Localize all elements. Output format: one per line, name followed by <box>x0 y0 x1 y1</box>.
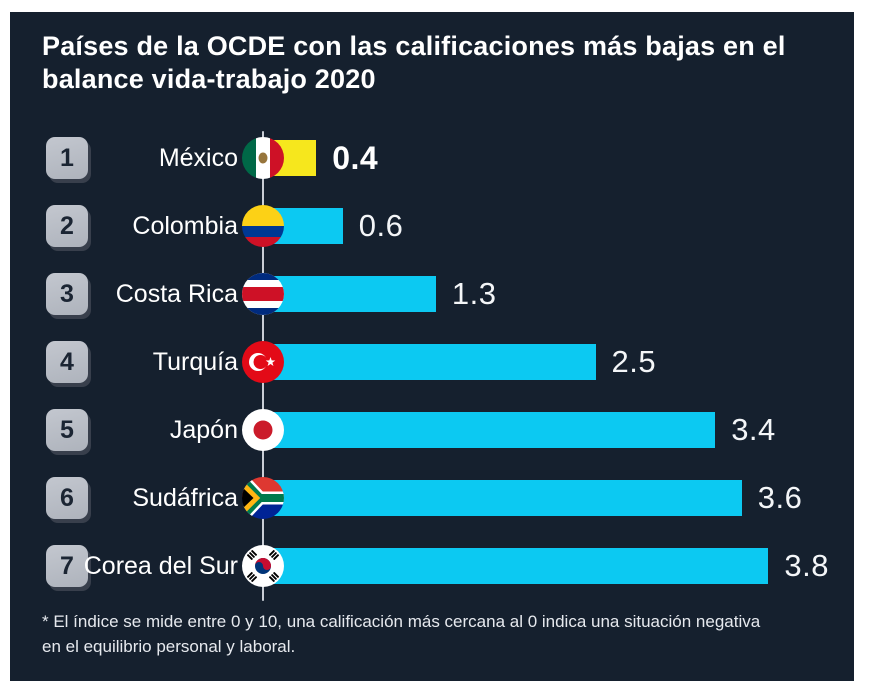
mexico-flag-icon <box>241 136 285 180</box>
chart-footnote: * El índice se mide entre 0 y 10, una ca… <box>42 610 842 659</box>
rank-number: 1 <box>60 143 74 172</box>
bar-row: 3 Costa Rica 1.3 <box>10 260 854 328</box>
country-label: Turquía <box>152 347 238 376</box>
value-bar <box>263 344 596 380</box>
rank-number: 2 <box>60 211 74 240</box>
value-label: 3.6 <box>757 480 803 515</box>
value-bar <box>263 548 769 584</box>
rank-number: 4 <box>60 347 74 376</box>
japan-flag-icon <box>241 408 285 452</box>
rank-badge: 7 <box>46 545 88 587</box>
bar-row: 1 México 0.4 <box>10 124 854 192</box>
bar-row: 4 Turquía 2.5 <box>10 328 854 396</box>
south-africa-flag-icon <box>241 476 285 520</box>
value-label: 1.3 <box>451 276 497 311</box>
chart-title: Países de la OCDE con las calificaciones… <box>42 30 832 96</box>
footnote-line2: en el equilibrio personal y laboral. <box>42 636 296 656</box>
bar-row: 7 Corea del Sur 3.8 <box>10 532 854 600</box>
country-label: México <box>158 143 238 172</box>
value-bar <box>263 480 742 516</box>
bar-row: 6 Sudáfrica 3.6 <box>10 464 854 532</box>
rank-number: 6 <box>60 483 74 512</box>
country-label: Costa Rica <box>115 279 238 308</box>
value-bar <box>263 412 716 448</box>
country-label: Sudáfrica <box>132 483 238 512</box>
rank-badge: 2 <box>46 205 88 247</box>
bar-rows: 1 México 0.4 2 Colombia 0.6 3 Costa Rica… <box>10 124 854 600</box>
rank-badge: 6 <box>46 477 88 519</box>
rank-badge: 3 <box>46 273 88 315</box>
rank-number: 7 <box>60 551 74 580</box>
chart-card: Países de la OCDE con las calificaciones… <box>10 12 854 681</box>
rank-badge: 1 <box>46 137 88 179</box>
country-label: Corea del Sur <box>83 551 238 580</box>
value-label: 2.5 <box>611 344 657 379</box>
rank-number: 3 <box>60 279 74 308</box>
rank-badge: 4 <box>46 341 88 383</box>
footnote-line1: * El índice se mide entre 0 y 10, una ca… <box>42 612 761 631</box>
chart-title-line2: balance vida-trabajo 2020 <box>42 63 376 94</box>
country-label: Colombia <box>132 211 238 240</box>
bar-row: 5 Japón 3.4 <box>10 396 854 464</box>
turkey-flag-icon <box>241 340 285 384</box>
value-label: 0.4 <box>332 139 379 176</box>
rank-number: 5 <box>60 415 74 444</box>
value-label: 3.8 <box>784 548 829 583</box>
value-label: 3.4 <box>731 412 776 447</box>
rank-badge: 5 <box>46 409 88 451</box>
south-korea-flag-icon <box>241 544 285 588</box>
value-label: 0.6 <box>358 208 404 243</box>
value-bar <box>263 276 436 312</box>
costa-rica-flag-icon <box>241 272 285 316</box>
bar-row: 2 Colombia 0.6 <box>10 192 854 260</box>
country-label: Japón <box>169 415 238 444</box>
colombia-flag-icon <box>241 204 285 248</box>
chart-title-line1: Países de la OCDE con las calificaciones… <box>42 31 786 61</box>
